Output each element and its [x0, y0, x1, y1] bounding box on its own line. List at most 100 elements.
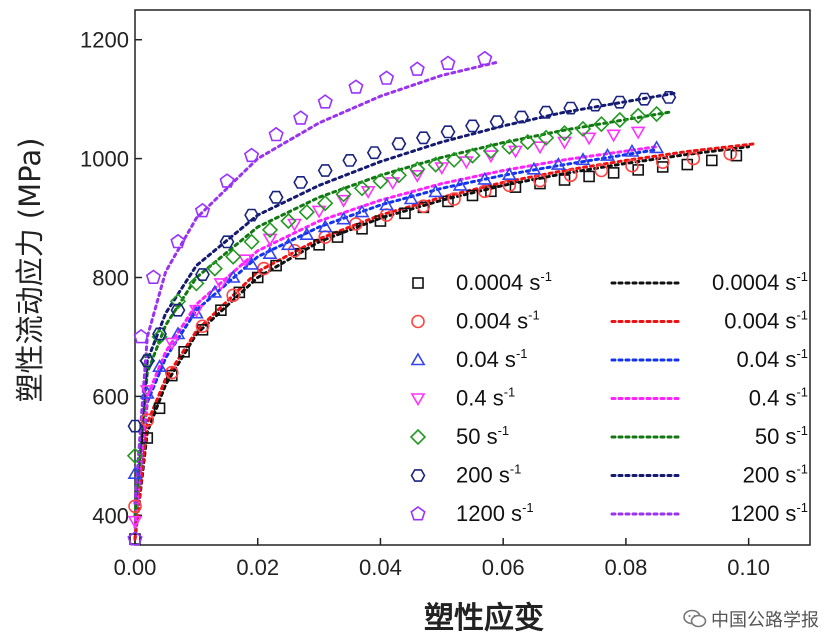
data-point-0.004: [655, 155, 670, 169]
data-point-50: [611, 111, 628, 129]
x-tick-label: 0.06: [482, 555, 525, 580]
data-point-0.004: [563, 168, 578, 183]
fit-line-0.0004: [133, 145, 751, 541]
data-point-50: [409, 161, 426, 178]
data-point-1200: [133, 328, 149, 344]
data-point-0.0004: [251, 271, 264, 284]
y-axis-label: 塑性流动应力 (MPa): [13, 138, 47, 403]
data-point-0.004: [226, 288, 240, 303]
legend-label-marker: 0.04 s-1: [456, 346, 528, 372]
fit-line-0.004: [133, 142, 757, 541]
data-point-0.4: [139, 385, 155, 399]
data-point-0.04: [354, 204, 370, 218]
fit-lines: [133, 60, 757, 541]
data-point-1200: [317, 94, 333, 109]
data-point-0.4: [385, 177, 401, 191]
legend-marker-200: [410, 469, 426, 482]
data-point-50: [464, 147, 481, 164]
y-tick-label: 1200: [80, 28, 129, 53]
data-point-0.004: [140, 413, 155, 427]
data-point-50: [243, 233, 260, 250]
legend-label-marker: 1200 s-1: [456, 500, 534, 526]
data-point-50: [225, 248, 242, 265]
data-point-1200: [268, 126, 284, 142]
data-point-200: [366, 146, 382, 160]
data-point-50: [188, 275, 205, 292]
data-point-0.04: [477, 171, 493, 185]
data-point-1200: [409, 61, 425, 76]
data-point-0.4: [188, 304, 204, 318]
data-point-0.04: [403, 191, 419, 205]
data-point-1200: [145, 269, 162, 285]
data-point-0.4: [409, 170, 425, 183]
data-point-200: [293, 176, 309, 189]
data-point-50: [353, 180, 371, 197]
data-point-200: [391, 137, 407, 151]
data-point-200: [244, 208, 260, 222]
data-point-0.4: [336, 194, 352, 208]
data-point-200: [152, 327, 167, 341]
data-point-0.4: [262, 233, 278, 247]
data-point-200: [342, 154, 358, 167]
data-point-200: [636, 92, 652, 106]
data-point-0.04: [127, 466, 143, 480]
data-point-50: [427, 156, 444, 173]
y-axis-ticks: 400 600 800 1000 1200: [80, 28, 142, 528]
data-point-50: [537, 129, 555, 146]
data-point-0.4: [238, 254, 253, 268]
legend-marker-1200: [410, 506, 426, 521]
data-point-200: [563, 101, 579, 115]
data-point-0.04: [244, 256, 260, 270]
data-point-1200: [194, 202, 211, 218]
fit-line-1200: [133, 60, 499, 505]
legend-label-marker: 0.0004 s-1: [456, 269, 552, 295]
data-point-0.4: [630, 126, 646, 140]
wechat-icon: [683, 609, 707, 628]
data-point-50: [206, 260, 223, 277]
fit-line-0.04: [133, 148, 659, 529]
data-point-200: [127, 419, 143, 433]
legend-label-line: 0.004 s-1: [724, 308, 808, 334]
data-point-0.0004: [583, 170, 595, 183]
data-point-1200: [127, 531, 143, 546]
data-point-0.004: [723, 147, 738, 161]
legend-marker-0.0004: [412, 277, 424, 289]
data-point-0.04: [299, 227, 315, 240]
data-point-200: [661, 91, 677, 104]
data-point-1200: [440, 55, 456, 70]
data-point-0.004: [416, 199, 431, 213]
data-point-0.4: [606, 129, 622, 143]
data-point-200: [538, 105, 554, 119]
data-point-0.04: [550, 157, 566, 170]
data-point-0.0004: [607, 167, 620, 179]
data-point-50: [280, 212, 297, 230]
data-point-1200: [348, 79, 364, 94]
y-tick-label: 400: [92, 503, 129, 528]
x-tick-label: 0.10: [727, 555, 770, 580]
data-point-0.4: [164, 337, 180, 351]
data-point-1200: [219, 173, 235, 188]
legend-label-line: 1200 s-1: [730, 500, 808, 526]
data-point-0.04: [624, 143, 640, 157]
data-point-200: [139, 354, 155, 368]
data-point-0.4: [532, 141, 548, 155]
data-point-200: [195, 268, 210, 282]
data-point-50: [630, 107, 647, 124]
data-point-0.4: [581, 132, 597, 146]
data-point-0.04: [317, 219, 333, 233]
data-point-50: [445, 151, 463, 168]
legend-label-line: 50 s-1: [755, 423, 808, 449]
data-point-50: [519, 133, 536, 151]
fit-line-0.4: [133, 145, 659, 529]
legend-marker-0.4: [410, 393, 426, 407]
x-tick-label: 0.02: [236, 555, 279, 580]
data-point-0.0004: [706, 154, 718, 167]
legend-label-marker: 50 s-1: [456, 423, 509, 449]
data-point-0.0004: [730, 149, 743, 162]
data-point-1200: [477, 50, 493, 66]
data-point-0.04: [379, 197, 395, 211]
data-point-0.04: [336, 211, 352, 225]
watermark: 中国公路学报: [683, 606, 819, 632]
data-point-0.4: [213, 278, 229, 291]
y-tick-label: 800: [92, 266, 129, 291]
